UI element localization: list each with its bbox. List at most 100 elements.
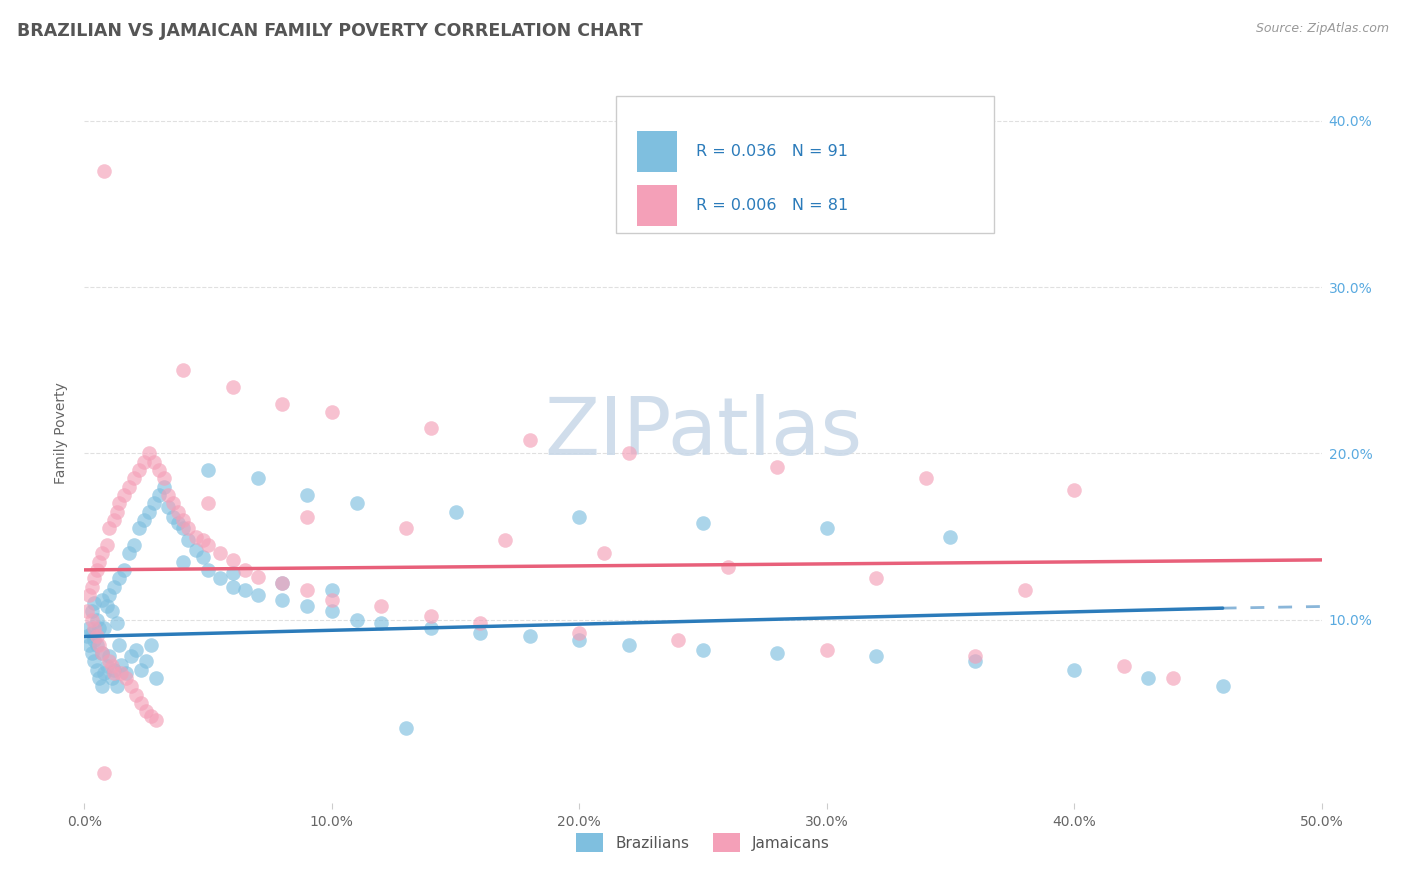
Point	[112, 563, 135, 577]
Point	[79, 588, 101, 602]
Point	[666, 632, 689, 647]
Point	[93, 765, 115, 780]
Point	[79, 621, 101, 635]
Point	[108, 638, 131, 652]
Point	[122, 538, 145, 552]
Point	[128, 521, 150, 535]
Point	[191, 533, 214, 547]
Point	[157, 500, 180, 514]
Point	[93, 163, 115, 178]
Point	[132, 455, 155, 469]
Point	[444, 505, 467, 519]
Point	[815, 642, 838, 657]
Point	[519, 433, 541, 447]
Point	[86, 613, 108, 627]
Point	[83, 654, 105, 668]
Point	[83, 621, 105, 635]
Point	[346, 613, 368, 627]
Point	[395, 721, 418, 735]
Point	[128, 463, 150, 477]
Point	[197, 563, 219, 577]
Point	[89, 621, 111, 635]
Text: Source: ZipAtlas.com: Source: ZipAtlas.com	[1256, 22, 1389, 36]
Point	[145, 713, 167, 727]
Point	[321, 605, 343, 619]
Point	[79, 638, 101, 652]
Point	[152, 480, 174, 494]
Point	[80, 580, 103, 594]
Point	[470, 616, 492, 631]
Point	[692, 516, 714, 531]
Point	[172, 555, 194, 569]
Text: R = 0.036   N = 91: R = 0.036 N = 91	[696, 144, 848, 159]
Point	[110, 657, 132, 672]
Point	[419, 609, 441, 624]
Point	[96, 538, 118, 552]
Point	[209, 546, 232, 560]
Point	[295, 509, 318, 524]
Point	[115, 666, 138, 681]
Point	[271, 576, 294, 591]
Point	[167, 505, 190, 519]
Point	[295, 488, 318, 502]
Point	[865, 571, 887, 585]
Point	[100, 605, 122, 619]
Point	[617, 638, 640, 652]
Point	[129, 663, 152, 677]
Point	[120, 679, 142, 693]
Point	[100, 659, 122, 673]
Point	[233, 563, 256, 577]
Point	[80, 613, 103, 627]
Point	[120, 649, 142, 664]
Point	[89, 671, 111, 685]
Point	[105, 679, 128, 693]
Point	[138, 505, 160, 519]
Point	[271, 576, 294, 591]
Point	[142, 496, 165, 510]
Point	[110, 666, 132, 681]
Point	[209, 571, 232, 585]
Point	[271, 592, 294, 607]
Point	[568, 632, 591, 647]
Point	[222, 380, 245, 394]
Point	[246, 569, 269, 583]
Point	[419, 421, 441, 435]
Point	[162, 509, 184, 524]
Point	[222, 553, 245, 567]
Point	[815, 521, 838, 535]
Point	[86, 638, 108, 652]
Point	[98, 649, 121, 664]
Bar	[637, 131, 678, 171]
Point	[103, 666, 125, 681]
Point	[191, 549, 214, 564]
Point	[108, 571, 131, 585]
Point	[76, 605, 98, 619]
Point	[184, 530, 207, 544]
Point	[89, 555, 111, 569]
Point	[233, 582, 256, 597]
Point	[494, 533, 516, 547]
Point	[93, 621, 115, 635]
Point	[172, 521, 194, 535]
Point	[90, 546, 112, 560]
Point	[118, 546, 141, 560]
Point	[222, 580, 245, 594]
Point	[419, 621, 441, 635]
Point	[1112, 659, 1135, 673]
FancyBboxPatch shape	[616, 95, 994, 233]
Point	[1063, 483, 1085, 497]
Point	[125, 642, 148, 657]
Point	[197, 538, 219, 552]
Point	[167, 516, 190, 531]
Point	[80, 605, 103, 619]
Point	[83, 632, 105, 647]
Point	[1063, 663, 1085, 677]
Point	[141, 638, 163, 652]
Point	[103, 580, 125, 594]
Point	[96, 599, 118, 614]
Point	[83, 596, 105, 610]
Point	[103, 663, 125, 677]
Point	[112, 488, 135, 502]
Point	[1212, 679, 1234, 693]
Point	[89, 638, 111, 652]
